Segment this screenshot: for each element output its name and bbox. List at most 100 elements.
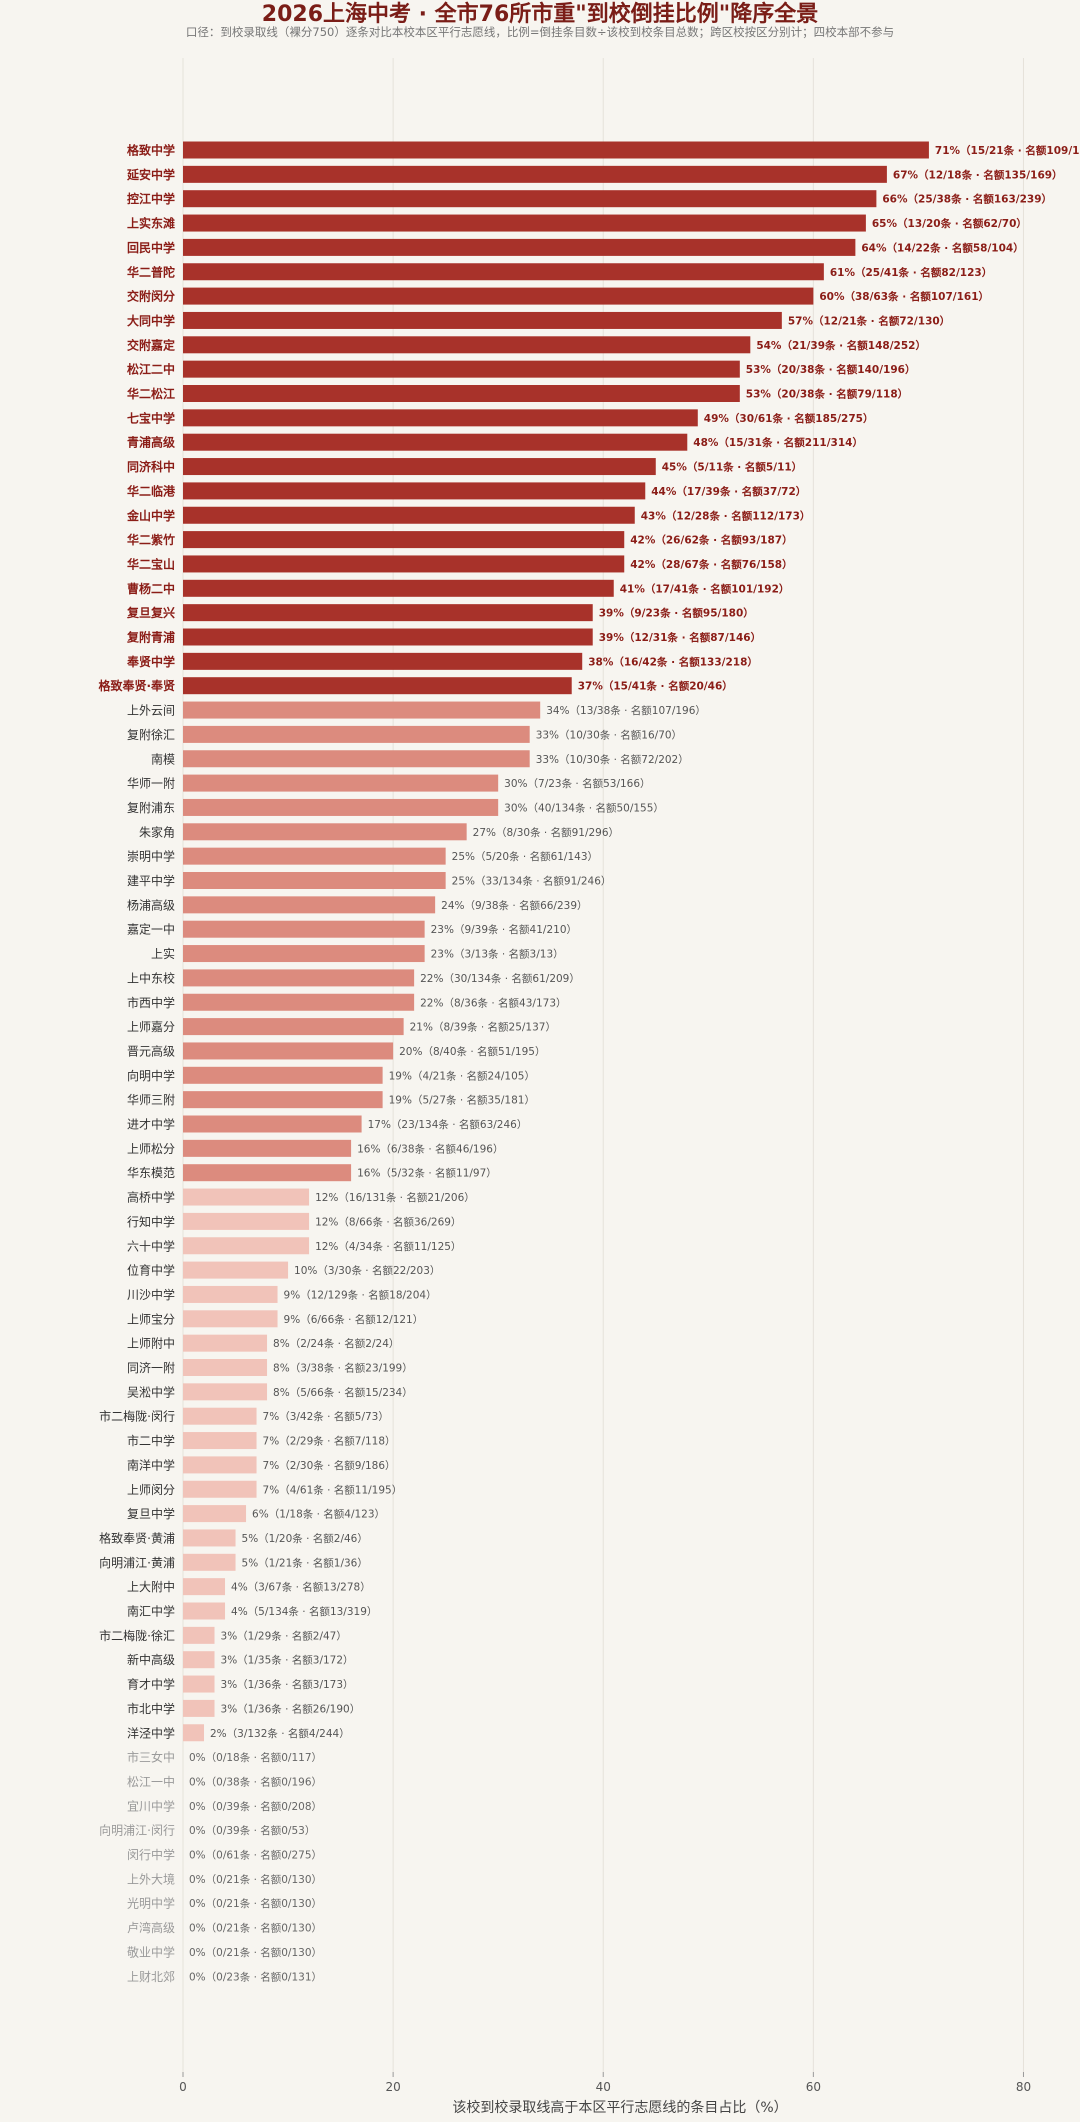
bar (183, 1699, 215, 1717)
data-label: 7%（2/30条 · 名额9/186） (263, 1459, 396, 1472)
data-label: 5%（1/21条 · 名额1/36） (242, 1556, 368, 1569)
data-label: 7%（2/29条 · 名额7/118） (263, 1435, 396, 1448)
bar (183, 336, 751, 354)
y-tick-label: 进才中学 (127, 1117, 175, 1132)
bar (183, 1432, 257, 1450)
data-label: 3%（1/36条 · 名额3/173） (221, 1678, 354, 1691)
data-label: 20%（8/40条 · 名额51/195） (399, 1045, 545, 1058)
data-label: 39%（12/31条 · 名额87/146） (599, 631, 761, 644)
y-tick-label: 南模 (151, 751, 175, 766)
bar (183, 1115, 362, 1133)
data-label: 61%（25/41条 · 名额82/123） (830, 266, 992, 279)
y-tick-label: 格致中学 (127, 143, 175, 158)
bar (183, 823, 467, 841)
data-label: 8%（5/66条 · 名额15/234） (273, 1386, 413, 1399)
bar (183, 993, 415, 1011)
y-tick-label: 川沙中学 (127, 1287, 175, 1302)
data-label: 53%（20/38条 · 名额79/118） (746, 388, 908, 401)
data-label: 10%（3/30条 · 名额22/203） (294, 1264, 440, 1277)
y-tick-label: 大同中学 (127, 313, 175, 328)
data-label: 19%（4/21条 · 名额24/105） (389, 1069, 535, 1082)
y-tick-label: 复附浦东 (127, 801, 175, 815)
y-tick-label: 上大附中 (127, 1579, 175, 1594)
data-label: 53%（20/38条 · 名额140/196） (746, 363, 916, 376)
chart-title: 2026上海中考 · 全市76所市重"到校倒挂比例"降序全景 (262, 1, 818, 27)
data-label: 24%（9/38条 · 名额66/239） (441, 899, 587, 912)
bar (183, 652, 583, 670)
y-tick-label: 华二紫竹 (127, 532, 175, 547)
bar (183, 433, 688, 451)
data-label: 17%（23/134条 · 名额63/246） (368, 1118, 528, 1131)
y-tick-label: 上师附中 (127, 1336, 175, 1351)
y-tick-label: 上中东校 (127, 970, 175, 985)
y-tick-label: 位育中学 (127, 1263, 175, 1278)
data-label: 42%（28/67条 · 名额76/158） (630, 558, 792, 571)
bar (183, 1212, 310, 1230)
y-tick-label: 交附闵分 (127, 289, 175, 304)
data-label: 39%（9/23条 · 名额95/180） (599, 607, 754, 620)
bar (183, 1310, 278, 1328)
y-tick-label: 上实东滩 (127, 216, 175, 231)
bar (183, 1285, 278, 1303)
data-label: 23%（9/39条 · 名额41/210） (431, 923, 577, 936)
y-tick-label: 华师三附 (127, 1093, 175, 1107)
bar (183, 165, 887, 183)
data-label: 8%（2/24条 · 名额2/24） (273, 1337, 399, 1350)
bar (183, 1724, 205, 1742)
data-label: 65%（13/20条 · 名额62/70） (872, 217, 1027, 230)
bar (183, 531, 625, 549)
bar (183, 872, 446, 889)
y-tick-label: 复旦中学 (127, 1506, 175, 1521)
data-label: 44%（17/39条 · 名额37/72） (651, 485, 806, 498)
y-tick-label: 松江一中 (127, 1774, 175, 1789)
data-label: 7%（4/61条 · 名额11/195） (263, 1483, 403, 1496)
data-label: 43%（12/28条 · 名额112/173） (641, 509, 811, 522)
bar (183, 190, 877, 208)
bar (183, 1505, 247, 1523)
bar (183, 1529, 236, 1547)
bar (183, 287, 814, 305)
bar (183, 1383, 268, 1401)
bar (183, 628, 593, 646)
y-tick-label: 延安中学 (126, 167, 175, 182)
y-tick-label: 交附嘉定 (127, 337, 175, 352)
data-label: 3%（1/36条 · 名额26/190） (221, 1702, 361, 1715)
data-label: 25%（33/134条 · 名额91/246） (452, 875, 612, 888)
y-tick-label: 上师嘉分 (127, 1020, 175, 1034)
y-tick-label: 金山中学 (126, 508, 175, 523)
bar (183, 1480, 257, 1498)
bar (183, 847, 446, 865)
y-tick-label: 上外云间 (127, 704, 175, 718)
x-tick-label: 20 (385, 2080, 400, 2094)
data-label: 57%（12/21条 · 名额72/130） (788, 314, 950, 327)
y-tick-label: 崇明中学 (127, 849, 175, 864)
data-label: 0%（0/23条 · 名额0/131） (189, 1970, 322, 1983)
bar (183, 1261, 289, 1279)
bar (183, 1091, 383, 1109)
bar (183, 1675, 215, 1693)
data-label: 66%（25/38条 · 名额163/239） (882, 193, 1052, 206)
y-tick-label: 华师一附 (127, 777, 175, 791)
data-label: 33%（10/30条 · 名额72/202） (536, 753, 689, 766)
bar (183, 1578, 226, 1596)
y-tick-label: 朱家角 (139, 824, 175, 839)
data-label: 25%（5/20条 · 名额61/143） (452, 850, 598, 863)
bar (183, 1042, 394, 1060)
bar (183, 774, 499, 792)
y-tick-label: 市二梅陇·徐汇 (99, 1628, 175, 1643)
y-tick-label: 同济一附 (127, 1360, 175, 1375)
y-tick-label: 奉贤中学 (126, 654, 175, 669)
data-label: 9%（6/66条 · 名额12/121） (284, 1313, 424, 1326)
data-label: 42%（26/62条 · 名额93/187） (630, 534, 792, 547)
x-tick-label: 40 (596, 2080, 611, 2094)
y-tick-label: 敬业中学 (127, 1944, 175, 1959)
bar (183, 214, 866, 232)
bar (183, 1456, 257, 1474)
data-label: 12%（16/131条 · 名额21/206） (315, 1191, 475, 1204)
data-label: 22%（30/134条 · 名额61/209） (420, 972, 580, 985)
y-tick-label: 控江中学 (127, 191, 175, 206)
data-label: 37%（15/41条 · 名额20/46） (578, 680, 733, 693)
data-label: 45%（5/11条 · 名额5/11） (662, 461, 802, 474)
y-tick-label: 向明浦江·黄浦 (99, 1555, 175, 1570)
bar (183, 725, 530, 743)
